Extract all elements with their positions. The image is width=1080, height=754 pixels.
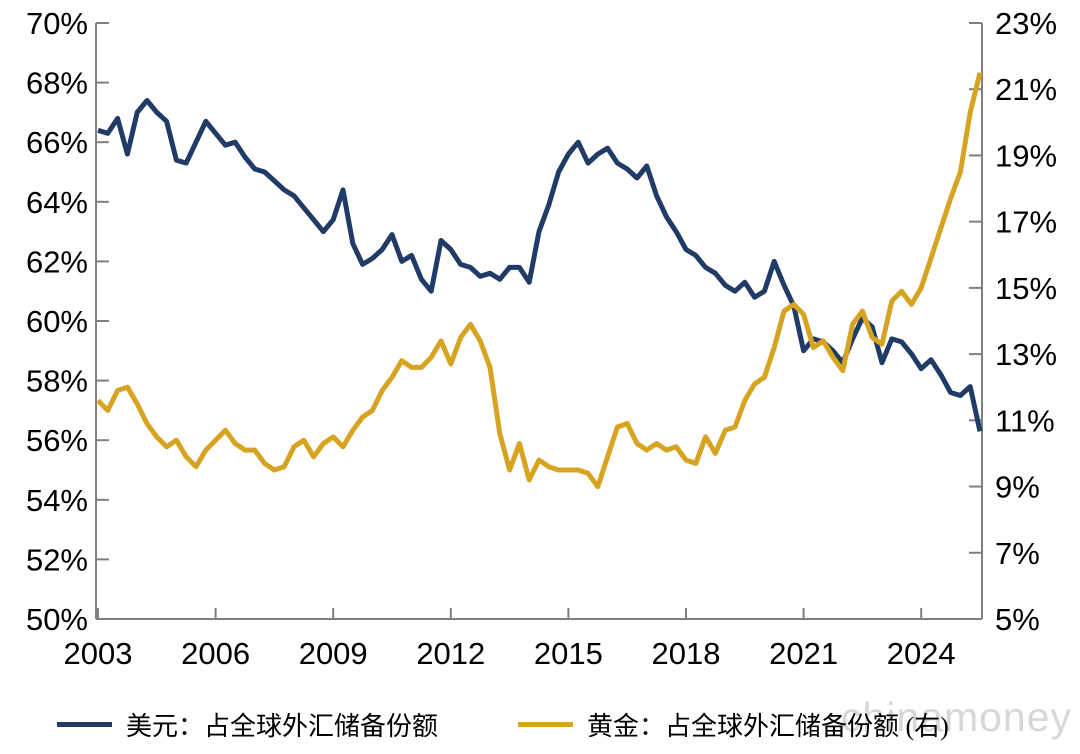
left-axis-tick-label: 50% xyxy=(26,602,88,637)
legend-item-gold: 黄金：占全球外汇储备份额 (右) xyxy=(518,701,949,747)
watermark: chinamoney xyxy=(840,694,1072,740)
gold-legend-label: 黄金：占全球外汇储备份额 (右) xyxy=(587,711,949,741)
legend: 美元：占全球外汇储备份额 黄金：占全球外汇储备份额 (右) xyxy=(0,701,1080,747)
right-axis-tick-label: 23% xyxy=(995,6,1057,41)
x-axis-tick-label: 2003 xyxy=(64,636,133,671)
left-axis-tick-label: 58% xyxy=(26,364,88,399)
x-axis-tick-label: 2024 xyxy=(887,636,956,671)
left-axis-tick-label: 66% xyxy=(26,125,88,160)
right-axis-tick-label: 17% xyxy=(995,205,1057,240)
right-axis-tick-label: 9% xyxy=(995,470,1040,505)
x-axis-tick-label: 2015 xyxy=(534,636,603,671)
left-axis-tick-label: 68% xyxy=(26,66,88,101)
gold-share-line xyxy=(96,72,983,490)
right-axis-tick-label: 13% xyxy=(995,337,1057,372)
left-axis-tick-label: 62% xyxy=(26,244,88,279)
left-axis-tick-label: 56% xyxy=(26,423,88,458)
left-axis-tick-label: 52% xyxy=(26,542,88,577)
usd-legend-label: 美元：占全球外汇储备份额 xyxy=(126,711,439,741)
right-axis-tick-label: 19% xyxy=(995,138,1057,173)
x-axis-tick-label: 2006 xyxy=(181,636,250,671)
right-axis-tick-label: 21% xyxy=(995,72,1057,107)
right-axis-tick-label: 11% xyxy=(995,403,1055,438)
right-axis-tick-label: 5% xyxy=(995,602,1040,637)
legend-item-usd: 美元：占全球外汇储备份额 xyxy=(57,701,438,747)
x-axis-tick-label: 2012 xyxy=(416,636,485,671)
x-axis-tick-label: 2021 xyxy=(769,636,838,671)
usd-share-line xyxy=(97,98,983,432)
x-axis-tick-label: 2009 xyxy=(299,636,368,671)
right-axis-tick-label: 7% xyxy=(995,536,1040,571)
left-axis-tick-label: 70% xyxy=(26,6,88,41)
left-axis-tick-label: 64% xyxy=(26,185,88,220)
right-axis-tick-label: 15% xyxy=(995,271,1057,306)
x-axis-tick-label: 2018 xyxy=(652,636,721,671)
left-axis-tick-label: 60% xyxy=(26,304,88,339)
usd-line-swatch xyxy=(57,721,112,727)
left-axis-tick-label: 54% xyxy=(26,483,88,518)
gold-line-swatch xyxy=(518,721,573,727)
